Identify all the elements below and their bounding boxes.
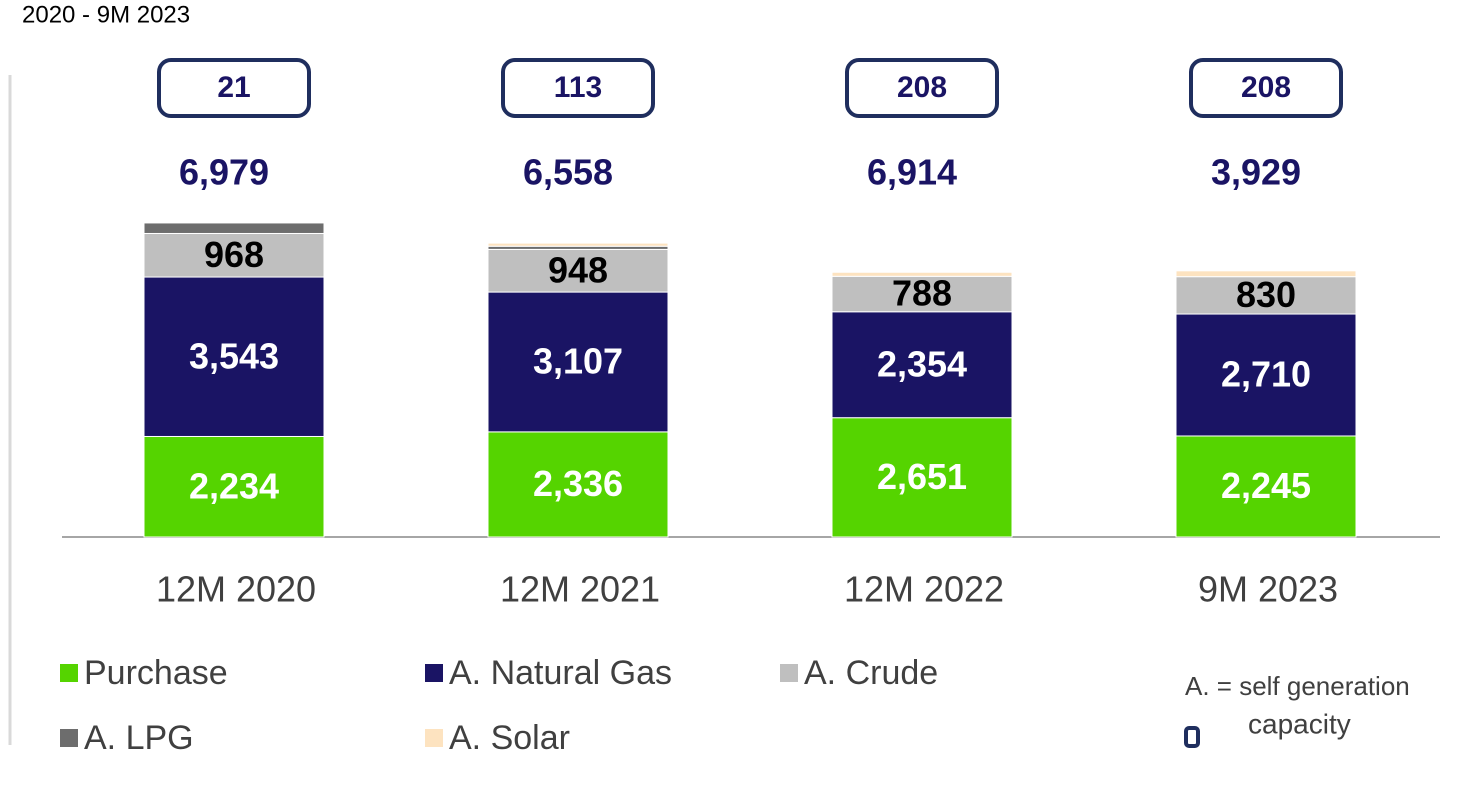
data-label: 2,354 — [877, 343, 967, 384]
data-label: 2,651 — [877, 456, 967, 497]
note: A. = self generation — [1185, 671, 1410, 701]
bar-segment — [831, 417, 1013, 538]
data-label: 830 — [1236, 274, 1296, 315]
legend-swatch — [780, 664, 798, 682]
capacity-label: 21 — [217, 71, 250, 104]
capacity-box — [157, 58, 311, 118]
data-label: 788 — [892, 273, 952, 314]
total-label: 6,979 — [179, 152, 269, 193]
x-tick-label: 12M 2021 — [500, 569, 660, 610]
legend-label: A. Solar — [449, 719, 570, 757]
legend-label: A. Crude — [804, 654, 938, 692]
x-tick-label: 12M 2020 — [156, 569, 316, 610]
bar-segment — [831, 311, 1013, 419]
bar-segment — [143, 222, 325, 234]
bar-segment — [143, 435, 325, 538]
data-label: 948 — [548, 249, 608, 290]
legend-swatch — [425, 729, 443, 747]
x-tick-label: 12M 2022 — [844, 569, 1004, 610]
legend-swatch — [425, 664, 443, 682]
x-tick-label: 9M 2023 — [1198, 569, 1338, 610]
legend-swatch — [60, 664, 78, 682]
bar-segment — [831, 275, 1013, 313]
data-label: 2,710 — [1221, 354, 1311, 395]
data-label: 3,107 — [533, 340, 623, 381]
data-label: 2,234 — [189, 465, 279, 506]
total-label: 6,914 — [867, 152, 957, 193]
bar-segment — [1175, 270, 1357, 278]
note: capacity — [1248, 708, 1351, 739]
total-label: 3,929 — [1211, 152, 1301, 193]
capacity-box — [501, 58, 655, 118]
capacity-icon — [1184, 726, 1200, 748]
bar-segment — [487, 242, 669, 247]
bar-segment — [143, 276, 325, 437]
bar-segment — [831, 271, 1013, 277]
bar-segment — [1175, 313, 1357, 437]
bar-segment — [487, 291, 669, 433]
legend-label: Purchase — [84, 654, 228, 692]
data-label: 2,336 — [533, 463, 623, 504]
data-label: 968 — [204, 234, 264, 275]
capacity-label: 208 — [1241, 71, 1291, 104]
data-label: 2,245 — [1221, 465, 1311, 506]
total-label: 6,558 — [523, 152, 613, 193]
bar-segment — [143, 232, 325, 278]
capacity-label: 113 — [554, 71, 602, 104]
capacity-label: 208 — [897, 71, 947, 104]
legend-label: A. LPG — [84, 719, 194, 757]
capacity-box — [1189, 58, 1343, 118]
legend-swatch — [60, 729, 78, 747]
data-label: 3,543 — [189, 335, 279, 376]
bar-segment — [1175, 435, 1357, 538]
legend-label: A. Natural Gas — [449, 654, 672, 692]
subtitle: 2020 - 9M 2023 — [22, 1, 190, 28]
capacity-box — [845, 58, 999, 118]
